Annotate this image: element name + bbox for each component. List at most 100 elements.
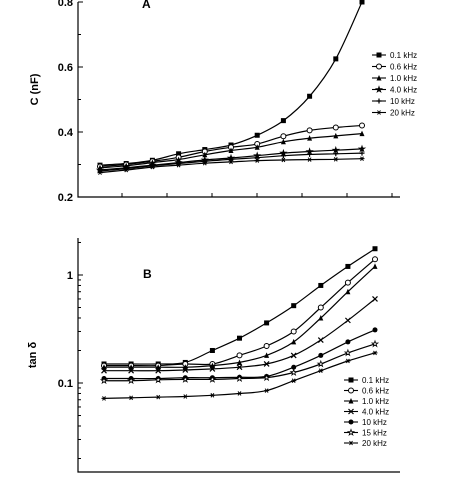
series-2	[97, 130, 365, 171]
legend-entry: 0.1 kHz	[362, 376, 389, 385]
marker-circle-filled	[372, 327, 378, 333]
marker-plus	[333, 151, 339, 157]
axis-frame	[77, 238, 400, 473]
marker-asterisk	[97, 170, 103, 175]
marker-asterisk	[123, 167, 129, 173]
marker-circle-filled	[345, 339, 351, 345]
marker-x	[101, 367, 107, 374]
y-tick-label: 0.4	[58, 127, 74, 139]
marker-star	[289, 368, 298, 377]
marker-x	[209, 366, 216, 372]
panel-a: 0.2 0.4 0.6 0.8 C (nF) A 0.1 kHz 0.6 kHz 1.0 kHz…	[29, 0, 417, 204]
y-tick-label: 1	[67, 270, 73, 282]
legend-entry: 1.0 kHz	[390, 74, 417, 83]
marker-asterisk	[345, 358, 351, 364]
marker-square	[307, 93, 313, 99]
marker-asterisk	[182, 394, 188, 399]
marker-circle-open	[280, 133, 287, 140]
marker-star	[126, 376, 136, 385]
marker-star	[357, 144, 367, 153]
marker-square	[359, 0, 365, 5]
marker-circle-filled	[291, 364, 297, 370]
marker-x	[290, 352, 297, 359]
marker-circle-open	[306, 127, 313, 134]
marker-asterisk	[228, 159, 234, 165]
y-axis-label: C (nF)	[29, 73, 41, 105]
marker-square	[264, 320, 270, 326]
legend-entry: 0.6 kHz	[362, 387, 389, 396]
y-tick-label: 0.2	[58, 192, 73, 204]
panel-label: B	[143, 267, 152, 281]
marker-square	[348, 377, 354, 383]
marker-triangle	[376, 75, 382, 81]
marker-asterisk	[376, 110, 382, 115]
marker-square	[280, 118, 286, 124]
y-tick-label: 0.8	[58, 0, 73, 9]
marker-asterisk	[307, 157, 313, 162]
legend-entry: 4.0 kHz	[362, 408, 389, 417]
marker-x	[263, 361, 270, 367]
marker-asterisk	[280, 157, 286, 163]
marker-star	[346, 428, 356, 436]
marker-triangle	[128, 364, 134, 370]
marker-triangle	[345, 288, 351, 295]
legend-entry: 4.0 kHz	[390, 86, 417, 95]
marker-circle-open	[263, 343, 270, 350]
series-6	[101, 350, 378, 401]
marker-asterisk	[237, 391, 242, 396]
marker-star	[370, 339, 380, 348]
marker-asterisk	[348, 440, 354, 446]
marker-x	[348, 408, 354, 415]
marker-x	[372, 296, 378, 302]
marker-star	[316, 359, 326, 368]
y-tick-label: 0.6	[58, 62, 73, 74]
marker-square	[376, 52, 382, 58]
marker-triangle	[372, 263, 378, 269]
series-2	[101, 263, 378, 370]
legend-entry: 20 kHz	[390, 109, 415, 118]
marker-plus	[359, 150, 365, 156]
marker-square	[333, 56, 339, 62]
marker-star	[99, 376, 109, 385]
legend-entry: 20 kHz	[362, 439, 387, 448]
marker-triangle	[237, 359, 242, 365]
marker-triangle	[101, 364, 107, 370]
marker-star	[154, 375, 163, 384]
marker-triangle	[318, 314, 324, 321]
marker-triangle	[202, 151, 208, 158]
marker-plus	[376, 98, 382, 104]
marker-triangle	[333, 132, 339, 139]
marker-circle-open	[236, 352, 243, 359]
series-1	[101, 256, 378, 369]
legend-entry: 10 kHz	[362, 418, 387, 427]
marker-asterisk	[101, 396, 107, 401]
marker-triangle	[359, 130, 365, 137]
marker-square	[237, 335, 242, 341]
series-0	[97, 0, 365, 168]
marker-square	[372, 246, 378, 252]
legend-entry: 10 kHz	[390, 97, 415, 106]
marker-triangle	[291, 338, 297, 345]
marker-circle-open	[348, 387, 354, 394]
marker-asterisk	[155, 394, 161, 400]
marker-triangle	[307, 135, 313, 141]
marker-x	[182, 367, 189, 373]
marker-star	[235, 374, 244, 383]
marker-asterisk	[202, 160, 208, 166]
marker-asterisk	[176, 162, 182, 168]
marker-square	[291, 303, 297, 309]
marker-star	[208, 375, 217, 383]
marker-square	[345, 263, 351, 269]
series-5	[97, 156, 365, 175]
marker-triangle	[209, 362, 215, 369]
marker-square	[318, 282, 324, 288]
marker-asterisk	[318, 368, 324, 373]
marker-asterisk	[359, 156, 365, 161]
series-5	[99, 339, 380, 385]
marker-circle-open	[332, 124, 339, 131]
marker-asterisk	[254, 158, 260, 163]
marker-x	[155, 367, 162, 374]
